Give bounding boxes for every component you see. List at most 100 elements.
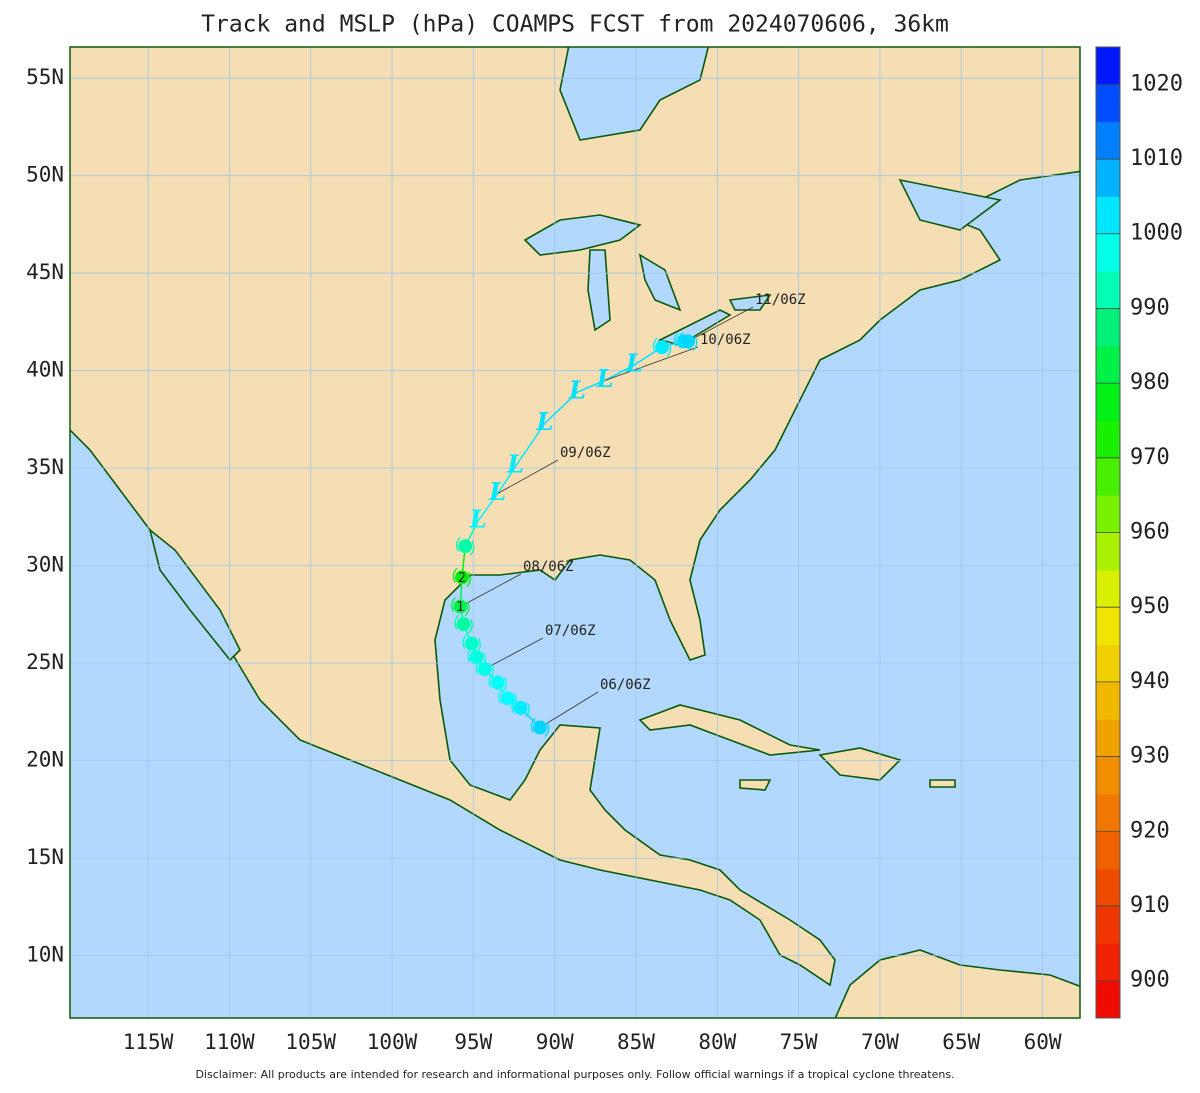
lon-tick-label: 105W <box>285 1030 336 1054</box>
colorbar-bin <box>1096 868 1120 907</box>
colorbar-bin <box>1096 831 1120 870</box>
track-segment <box>604 364 635 382</box>
extratropical-symbol: L <box>596 364 614 393</box>
time-label: 10/06Z <box>700 332 751 348</box>
gulf-of-california <box>148 527 241 662</box>
track-point <box>655 340 670 355</box>
track-point <box>513 700 528 715</box>
colorbar-bin <box>1096 756 1120 795</box>
colorbar-bin <box>1096 495 1120 533</box>
track-segment <box>497 465 517 494</box>
lat-tick-label: 15N <box>26 845 64 869</box>
colorbar-bin <box>1096 905 1120 944</box>
lake-michigan <box>587 249 611 332</box>
lon-tick-label: 110W <box>204 1030 255 1054</box>
puerto-rico <box>929 779 956 788</box>
disclaimer: Disclaimer: All products are intended fo… <box>195 1068 954 1081</box>
extratropical-symbol: L <box>488 477 506 506</box>
track-point <box>500 691 515 706</box>
track-point <box>453 599 468 614</box>
lon-tick-label: 90W <box>536 1030 574 1054</box>
colorbar-bin <box>1096 383 1120 421</box>
cyclone-curl <box>451 597 470 617</box>
time-label: 08/06Z <box>523 559 574 575</box>
lat-tick-label: 45N <box>26 260 64 284</box>
track-point <box>490 675 505 690</box>
cyclone-curl <box>498 688 517 708</box>
category-label: 1 <box>456 600 464 615</box>
cyclone-curl <box>530 718 550 737</box>
colorbar-bin <box>1096 943 1120 982</box>
lat-tick-label: 50N <box>26 163 64 187</box>
time-label-leader <box>687 306 754 342</box>
cuba <box>638 704 821 756</box>
colorbar-bin <box>1096 121 1120 160</box>
time-label: 09/06Z <box>560 445 611 461</box>
colorbar-bin <box>1096 569 1120 608</box>
colorbar-tick-label: 960 <box>1130 520 1170 545</box>
colorbar-bin <box>1096 457 1120 496</box>
time-label-leader <box>497 459 559 494</box>
extratropical-symbol: L <box>568 376 586 405</box>
track-point <box>458 539 473 554</box>
colorbar-tick-label: 1000 <box>1130 221 1183 246</box>
colorbar-tick-label: 920 <box>1130 818 1170 843</box>
lon-tick-label: 85W <box>617 1030 655 1054</box>
time-label: 11/06Z <box>755 292 806 308</box>
lon-tick-label: 75W <box>780 1030 818 1054</box>
lon-tick-label: 60W <box>1024 1030 1062 1054</box>
track-point <box>469 650 484 665</box>
colorbar-tick-label: 1010 <box>1130 146 1183 171</box>
lat-tick-label: 35N <box>26 455 64 479</box>
track-segment <box>515 422 546 467</box>
plot-frame <box>69 46 1081 1019</box>
cyclone-curl <box>455 536 475 556</box>
lon-tick-label: 115W <box>123 1030 174 1054</box>
basemap <box>70 47 1080 1018</box>
time-label-leader <box>460 573 522 607</box>
lat-tick-label: 20N <box>26 748 64 772</box>
lon-tick-label: 80W <box>698 1030 736 1054</box>
extratropical-symbol: L <box>469 504 487 533</box>
colorbar-bin <box>1096 308 1120 347</box>
lat-tick-label: 40N <box>26 358 64 382</box>
colorbar-bin <box>1096 644 1120 683</box>
lake-erie <box>657 309 732 346</box>
colorbar-bin <box>1096 271 1120 309</box>
colorbar-bin <box>1096 159 1120 197</box>
colorbar-tick-label: 970 <box>1130 445 1170 470</box>
colorbar-tick-label: 950 <box>1130 594 1170 619</box>
extratropical-symbol: L <box>535 407 553 436</box>
track-point <box>454 570 469 585</box>
cyclone-curl <box>652 337 672 357</box>
cyclone-curl <box>462 634 481 654</box>
map-title: Track and MSLP (hPa) COAMPS FCST from 20… <box>201 12 949 38</box>
track-point <box>477 661 492 676</box>
lat-tick-label: 55N <box>26 65 64 89</box>
colorbar-bin <box>1096 420 1120 459</box>
track-segment <box>544 391 578 424</box>
colorbar-bin <box>1096 532 1120 571</box>
extratropical-symbol: L <box>506 450 524 479</box>
colorbar-tick-label: 930 <box>1130 744 1170 769</box>
lake-superior <box>523 214 642 256</box>
lat-tick-label: 25N <box>26 650 64 674</box>
colorbar-bin <box>1096 47 1120 85</box>
colorbar-tick-label: 910 <box>1130 893 1170 918</box>
track-point <box>533 720 548 735</box>
graticule: 115W 110W 105W 100W 95W 90W 85W 80W 75W 70W 65W 60W… <box>26 47 1080 1054</box>
track-point <box>681 334 696 349</box>
cyclone-curl <box>511 698 530 718</box>
colorbar-bin <box>1096 345 1120 384</box>
colorbar-bin <box>1096 196 1120 235</box>
colorbar-tick-label: 900 <box>1130 968 1170 993</box>
extratropical-symbol: L <box>625 348 643 377</box>
lon-tick-label: 70W <box>861 1030 899 1054</box>
colorbar-tick-label: 980 <box>1130 370 1170 395</box>
colorbar-bin <box>1096 607 1120 646</box>
time-label-leader <box>484 637 544 670</box>
colorbar-bin <box>1096 793 1120 832</box>
colorbar: 900 910 920 930 940 950 960 970 980 990 1000 1010 10… <box>1095 46 1183 1019</box>
lake-ontario <box>728 293 772 311</box>
